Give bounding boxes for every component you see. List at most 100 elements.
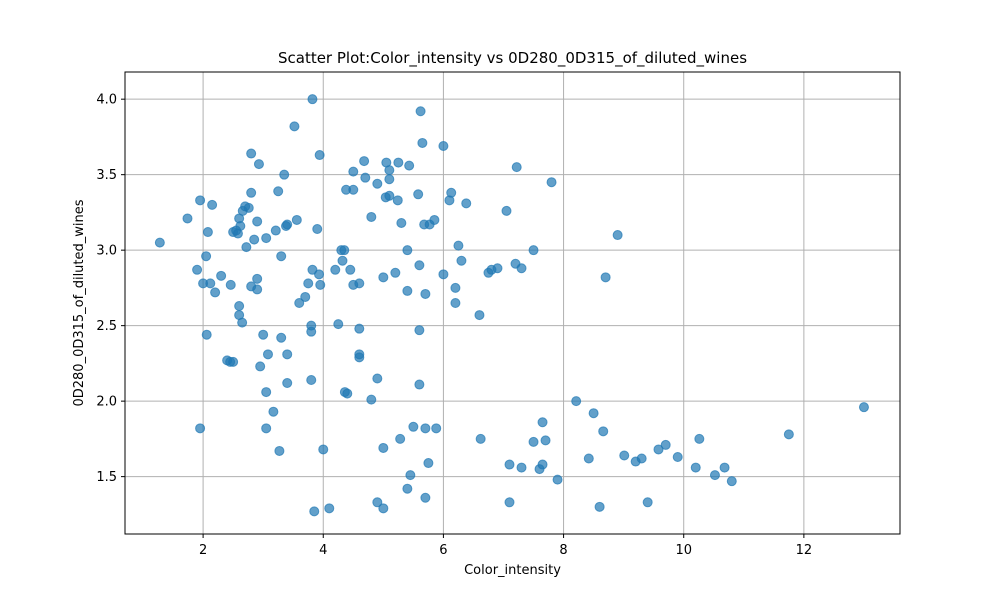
data-point	[600, 272, 611, 283]
x-tick-label: 6	[439, 543, 447, 558]
data-point	[456, 255, 467, 266]
data-point	[537, 417, 548, 428]
data-point	[474, 310, 485, 321]
data-point	[303, 278, 314, 289]
data-point	[594, 501, 605, 512]
data-point	[225, 279, 236, 290]
data-point	[268, 406, 279, 417]
data-point	[420, 492, 431, 503]
data-point	[414, 325, 425, 336]
data-point	[653, 444, 664, 455]
data-point	[252, 273, 263, 284]
data-point	[583, 453, 594, 464]
data-point	[598, 426, 609, 437]
data-point	[396, 217, 407, 228]
data-point	[372, 178, 383, 189]
data-point	[228, 356, 239, 367]
data-point	[274, 445, 285, 456]
data-point	[393, 157, 404, 168]
data-point	[205, 278, 216, 289]
data-point	[402, 483, 413, 494]
data-point	[291, 214, 302, 225]
data-point	[642, 497, 653, 508]
data-point	[216, 270, 227, 281]
data-point	[279, 169, 290, 180]
data-point	[384, 165, 395, 176]
data-point	[210, 287, 221, 298]
data-point	[348, 184, 359, 195]
y-tick-label: 3.0	[96, 244, 117, 259]
data-point	[404, 160, 415, 171]
data-point	[413, 189, 424, 200]
data-point	[366, 394, 377, 405]
data-point	[261, 233, 272, 244]
data-point	[252, 284, 263, 295]
data-point	[420, 423, 431, 434]
plot-frame	[124, 71, 901, 535]
data-point	[318, 444, 329, 455]
data-point	[475, 433, 486, 444]
x-axis-label: Color_intensity	[464, 563, 561, 578]
data-point	[195, 195, 206, 206]
data-point	[552, 474, 563, 485]
data-point	[372, 497, 383, 508]
data-point	[619, 450, 630, 461]
axis-ticks: 2 4 6 8 10 12 1.5 2.0 2.5 3.0 3.5 4.0	[96, 93, 812, 558]
data-point	[360, 172, 371, 183]
data-point	[252, 216, 263, 227]
y-axis-label: 0D280_0D315_of_diluted_wines	[72, 199, 87, 406]
data-point	[246, 148, 257, 159]
data-point	[417, 137, 428, 148]
y-tick-label: 4.0	[96, 93, 117, 108]
data-point	[282, 219, 293, 230]
data-point	[588, 408, 599, 419]
data-point	[378, 272, 389, 283]
data-point	[516, 263, 527, 274]
data-point	[372, 373, 383, 384]
data-point	[273, 186, 284, 197]
data-point	[461, 198, 472, 209]
data-point	[690, 462, 701, 473]
data-point	[438, 269, 449, 280]
data-point	[384, 174, 395, 185]
data-point	[672, 452, 683, 462]
data-point	[636, 453, 647, 464]
data-point	[612, 230, 623, 241]
data-point	[453, 240, 464, 251]
data-point	[201, 329, 212, 340]
data-point	[241, 242, 252, 253]
data-point	[446, 187, 457, 198]
data-points	[154, 94, 869, 517]
data-point	[537, 459, 548, 470]
data-point	[450, 298, 461, 308]
data-point	[261, 423, 272, 434]
data-point	[202, 227, 213, 238]
data-point	[246, 187, 257, 198]
data-point	[354, 349, 365, 360]
data-point	[276, 332, 287, 343]
data-point	[261, 387, 272, 398]
x-tick-label: 8	[559, 543, 567, 558]
x-tick-label: 4	[319, 543, 327, 558]
data-point	[282, 378, 293, 389]
data-point	[783, 429, 794, 440]
data-point	[330, 264, 341, 275]
data-point	[528, 245, 539, 256]
data-point	[258, 329, 269, 340]
data-point	[253, 159, 264, 170]
data-point	[501, 205, 512, 216]
data-point	[249, 234, 260, 245]
data-point	[337, 255, 348, 266]
data-point	[345, 264, 356, 275]
data-point	[354, 323, 365, 334]
data-point	[243, 202, 254, 213]
data-point	[719, 462, 730, 473]
data-point	[402, 285, 413, 296]
data-point	[306, 326, 317, 337]
data-point	[504, 497, 515, 508]
data-point	[262, 349, 273, 360]
data-point	[402, 245, 413, 256]
data-point	[408, 421, 419, 432]
